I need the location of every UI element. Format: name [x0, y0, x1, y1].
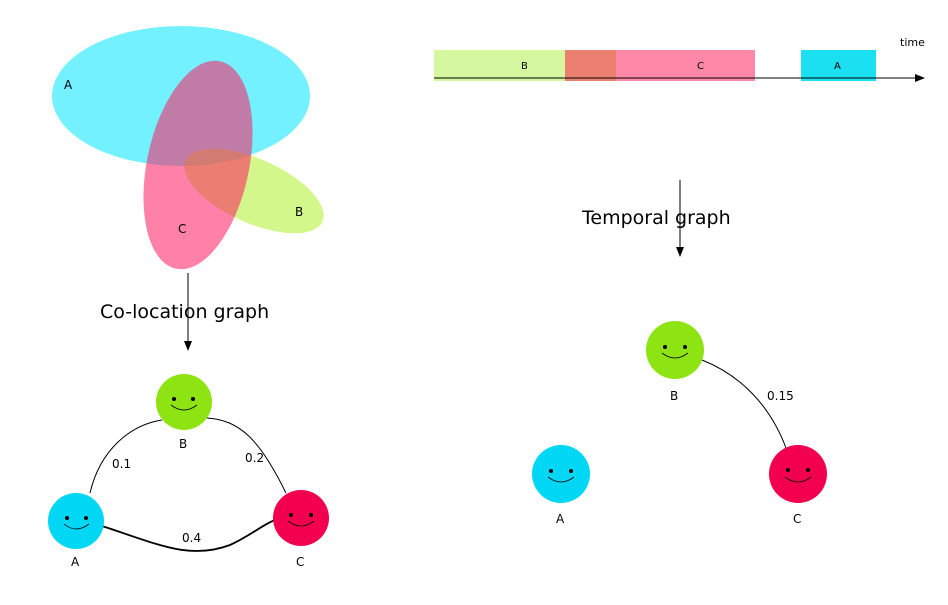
colocation-node-a: [48, 493, 104, 549]
temporal-edge-b-c: [701, 359, 787, 449]
temporal-node-c: [769, 445, 827, 503]
venn-label-c: C: [178, 222, 186, 236]
colocation-graph: 0.1 0.2 0.4 A B C: [48, 374, 329, 569]
timeline-segment-label-c: C: [697, 61, 704, 72]
colocation-edge-a-b: [89, 419, 163, 494]
colocation-node-c: [273, 490, 329, 546]
timeline: B C A time: [434, 36, 925, 82]
timeline-axis-label: time: [900, 36, 925, 49]
temporal-edge-label-b-c: 0.15: [767, 389, 794, 403]
temporal-node-label-c: C: [793, 512, 801, 526]
colocation-node-label-a: A: [71, 555, 80, 569]
colocation-edge-label-a-b: 0.1: [112, 457, 131, 471]
temporal-node-label-b: B: [670, 389, 678, 403]
venn-label-b: B: [295, 205, 303, 219]
timeline-segment-overlap: [565, 50, 616, 81]
temporal-node-b: [646, 321, 704, 379]
colocation-edge-label-b-c: 0.2: [245, 451, 264, 465]
colocation-node-label-b: B: [179, 437, 187, 451]
colocation-edge-b-c: [206, 417, 287, 494]
temporal-graph: 0.15 B A C: [532, 321, 827, 526]
colocation-edge-a-c: [101, 519, 276, 552]
timeline-segment-c: [616, 50, 755, 81]
temporal-caption: Temporal graph: [581, 207, 731, 229]
venn-diagram: A B C: [52, 26, 324, 270]
timeline-segment-a: [801, 50, 876, 81]
timeline-segment-label-b: B: [521, 61, 528, 72]
colocation-node-label-c: C: [296, 555, 304, 569]
timeline-segment-b: [434, 50, 565, 81]
venn-ellipse-c: [143, 60, 253, 270]
colocation-caption: Co-location graph: [100, 301, 269, 323]
temporal-node-label-a: A: [556, 512, 565, 526]
venn-label-a: A: [64, 78, 73, 92]
temporal-node-a: [532, 445, 590, 503]
timeline-segment-label-a: A: [834, 61, 841, 72]
colocation-node-b: [156, 374, 212, 430]
colocation-edge-label-a-c: 0.4: [182, 531, 201, 545]
